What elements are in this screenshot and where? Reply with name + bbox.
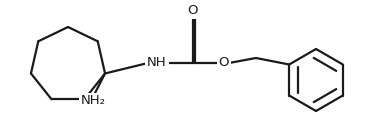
Text: O: O [219,57,229,70]
Text: NH: NH [147,57,167,70]
Text: NH₂: NH₂ [80,94,105,107]
Text: O: O [188,5,198,18]
